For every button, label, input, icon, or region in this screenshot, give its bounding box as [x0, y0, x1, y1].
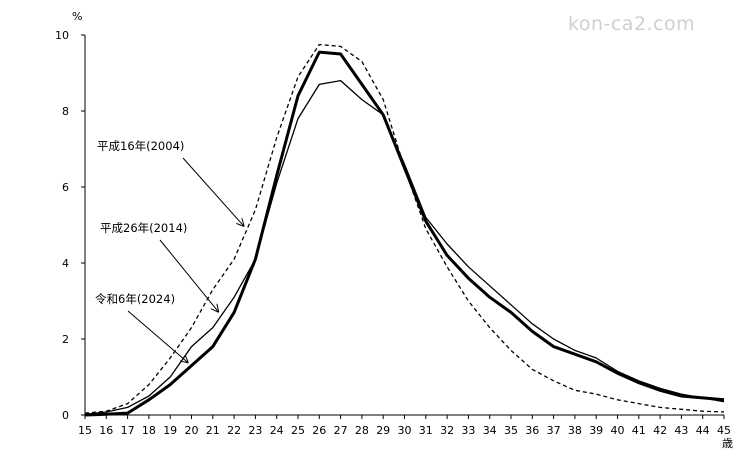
x-tick-label: 27 [334, 424, 348, 437]
series-annotation-label: 令和6年(2024) [95, 292, 175, 306]
x-axis-unit-label: 歳 [722, 437, 733, 450]
x-tick-label: 35 [504, 424, 518, 437]
x-tick-label: 20 [185, 424, 199, 437]
y-tick-label: 10 [55, 29, 69, 42]
x-tick-label: 39 [589, 424, 603, 437]
x-tick-label: 28 [355, 424, 369, 437]
x-tick-label: 45 [717, 424, 731, 437]
x-tick-label: 34 [483, 424, 497, 437]
annotation-arrow [182, 157, 244, 226]
x-tick-label: 40 [611, 424, 625, 437]
y-tick-label: 6 [62, 181, 69, 194]
x-tick-label: 19 [163, 424, 177, 437]
x-tick-label: 29 [376, 424, 390, 437]
x-tick-label: 25 [291, 424, 305, 437]
x-tick-label: 18 [142, 424, 156, 437]
y-tick-label: 8 [62, 105, 69, 118]
x-tick-label: 21 [206, 424, 220, 437]
x-tick-label: 24 [270, 424, 284, 437]
y-tick-label: 2 [62, 333, 69, 346]
series-line-thin [84, 79, 725, 415]
y-axis-ticks: 0 2 4 6 8 10 [55, 29, 85, 422]
x-tick-label: 31 [419, 424, 433, 437]
x-axis-ticks: 15 16 17 18 19 20 21 22 23 24 25 26 27 28 29 30 31 32 33 34… [78, 415, 731, 437]
series-annotation-label: 平成16年(2004) [97, 139, 184, 153]
series-line-bold [84, 50, 725, 417]
x-tick-label: 23 [248, 424, 262, 437]
x-tick-label: 15 [78, 424, 92, 437]
x-tick-label: 41 [632, 424, 646, 437]
x-tick-label: 17 [121, 424, 135, 437]
x-tick-label: 38 [568, 424, 582, 437]
x-tick-label: 37 [547, 424, 561, 437]
watermark-text: kon-ca2.com [568, 13, 695, 35]
x-tick-label: 43 [674, 424, 688, 437]
series-annotation-label: 平成26年(2014) [100, 221, 187, 235]
x-tick-label: 26 [312, 424, 326, 437]
x-tick-label: 42 [653, 424, 667, 437]
y-tick-label: 4 [62, 257, 69, 270]
annotation-layer: 平成16年(2004) 平成26年(2014) 令和6年(2024) [95, 139, 244, 362]
annotation-arrow [159, 239, 218, 312]
annotation-arrow [127, 310, 188, 362]
x-tick-label: 22 [227, 424, 241, 437]
x-tick-label: 44 [696, 424, 710, 437]
x-tick-label: 36 [525, 424, 539, 437]
x-tick-label: 32 [440, 424, 454, 437]
x-tick-label: 33 [461, 424, 475, 437]
y-axis-unit-label: % [72, 10, 82, 23]
x-tick-label: 16 [99, 424, 113, 437]
series-layer [84, 43, 725, 417]
y-tick-label: 0 [62, 409, 69, 422]
x-tick-label: 30 [398, 424, 412, 437]
